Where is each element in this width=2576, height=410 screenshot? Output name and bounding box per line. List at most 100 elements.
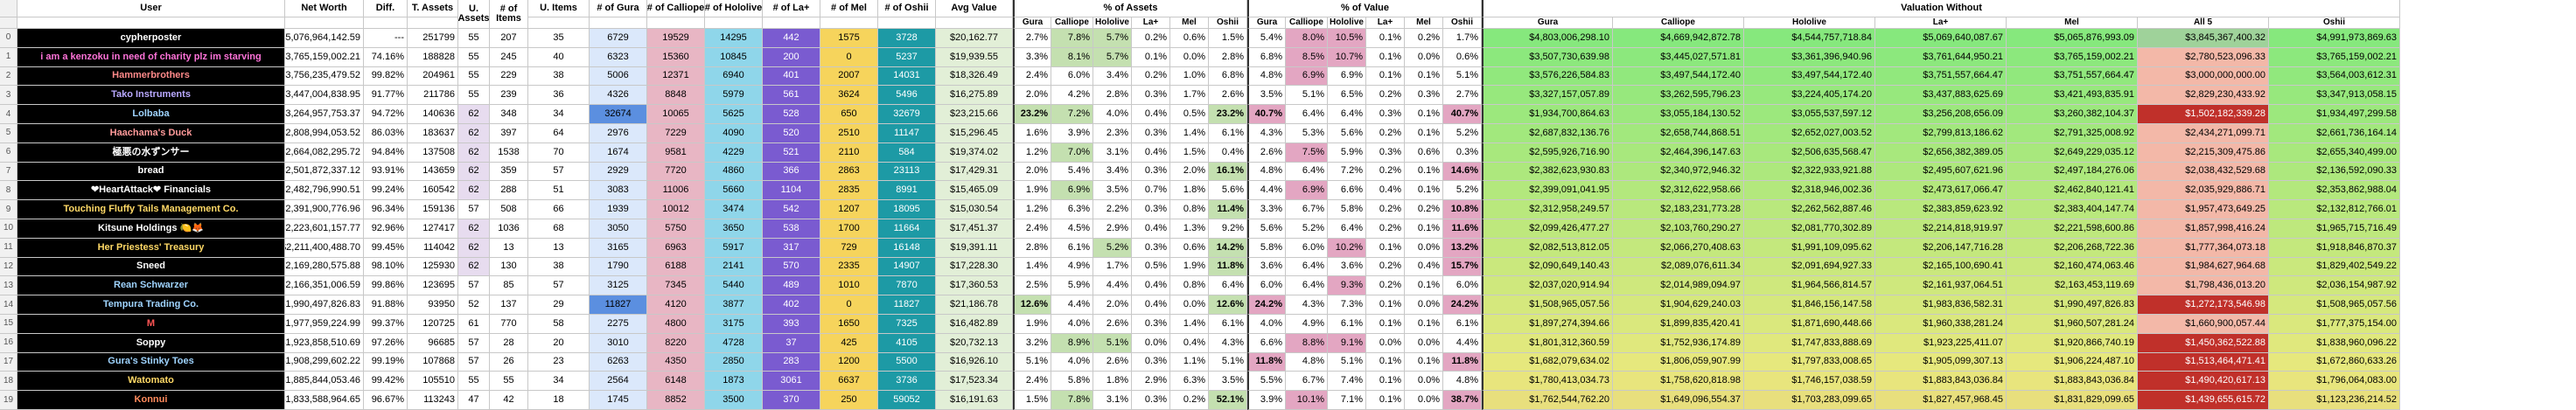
avg-value-cell[interactable]: $21,186.78 xyxy=(936,295,1013,315)
pct-value-cell[interactable]: 4.4% xyxy=(1443,333,1482,353)
pct-assets-cell[interactable]: 0.8% xyxy=(1170,276,1209,296)
item-count-cell[interactable]: 770 xyxy=(490,314,528,334)
valuation-without-cell[interactable]: $1,883,843,036.84 xyxy=(1875,372,2007,392)
total-assets-cell[interactable]: 113243 xyxy=(408,391,458,410)
pct-assets-cell[interactable]: 8.1% xyxy=(1051,47,1093,67)
pct-assets-cell[interactable]: 3.3% xyxy=(1013,47,1051,67)
avg-value-cell[interactable]: $20,162.77 xyxy=(936,29,1013,48)
valuation-without-cell[interactable]: $5,069,640,087.67 xyxy=(1875,29,2007,48)
sub-blank[interactable] xyxy=(936,17,1013,29)
calliope-count-cell[interactable]: 6148 xyxy=(647,372,705,392)
pct-value-cell[interactable]: 0.1% xyxy=(1366,238,1405,258)
calliope-count-cell[interactable]: 7345 xyxy=(647,276,705,296)
col-header-net-worth[interactable]: Net Worth xyxy=(285,0,364,17)
pct-assets-cell[interactable]: 2.0% xyxy=(1013,86,1051,106)
pct-value-cell[interactable]: 0.3% xyxy=(1366,105,1405,124)
row-number[interactable]: 7 xyxy=(0,162,17,182)
valuation-without-cell[interactable]: $3,576,226,584.83 xyxy=(1482,66,1613,87)
unique-assets-cell[interactable]: 62 xyxy=(458,238,490,258)
pct-assets-cell[interactable]: 2.3% xyxy=(1093,123,1132,143)
valuation-without-cell[interactable]: $2,595,926,716.90 xyxy=(1482,142,1613,163)
valuation-without-cell[interactable]: $2,462,840,121.41 xyxy=(2007,181,2138,201)
total-assets-cell[interactable]: 120725 xyxy=(408,314,458,334)
valuation-without-cell[interactable]: $3,765,159,002.21 xyxy=(2007,47,2138,67)
avg-value-cell[interactable]: $16,275.89 xyxy=(936,86,1013,106)
pct-value-cell[interactable]: 11.6% xyxy=(1443,219,1482,239)
row-number[interactable]: 2 xyxy=(0,66,17,87)
valuation-without-cell[interactable]: $3,347,913,058.15 xyxy=(2269,86,2400,106)
pct-value-cell[interactable]: 0.3% xyxy=(1443,142,1482,163)
laplus-count-cell[interactable]: 520 xyxy=(763,123,820,143)
total-assets-cell[interactable]: 140636 xyxy=(408,105,458,124)
valuation-without-cell[interactable]: $1,649,096,554.37 xyxy=(1613,391,1744,410)
oshii-count-cell[interactable]: 14907 xyxy=(878,257,936,277)
pct-value-cell[interactable]: 6.6% xyxy=(1328,181,1366,201)
pct-value-cell[interactable]: 10.7% xyxy=(1328,47,1366,67)
pct-value-cell[interactable]: 0.1% xyxy=(1366,314,1405,334)
avg-value-cell[interactable]: $17,451.37 xyxy=(936,219,1013,239)
pct-assets-cell[interactable]: 3.5% xyxy=(1209,372,1247,392)
mel-count-cell[interactable]: 1207 xyxy=(820,200,878,219)
pct-assets-cell[interactable]: 0.2% xyxy=(1170,391,1209,410)
pct-assets-cell[interactable]: 6.4% xyxy=(1209,276,1247,296)
net-worth-cell[interactable]: $2,391,900,776.96 xyxy=(285,200,364,219)
valuation-without-cell[interactable]: $1,508,965,057.56 xyxy=(2269,295,2400,315)
pct-value-cell[interactable]: 24.2% xyxy=(1443,295,1482,315)
avg-value-cell[interactable]: $16,482.89 xyxy=(936,314,1013,334)
valuation-without-cell[interactable]: $2,312,622,958.66 xyxy=(1613,181,1744,201)
avg-value-cell[interactable]: $17,429.31 xyxy=(936,162,1013,182)
gura-count-cell[interactable]: 2275 xyxy=(590,314,647,334)
laplus-count-cell[interactable]: 366 xyxy=(763,162,820,182)
pct-value-cell[interactable]: 0.0% xyxy=(1405,238,1443,258)
valuation-without-cell[interactable]: $1,846,156,147.58 xyxy=(1744,295,1875,315)
laplus-count-cell[interactable]: 538 xyxy=(763,219,820,239)
laplus-count-cell[interactable]: 393 xyxy=(763,314,820,334)
valuation-without-cell[interactable]: $1,857,998,416.24 xyxy=(2138,219,2269,239)
mel-count-cell[interactable]: 250 xyxy=(820,391,878,410)
pct-value-cell[interactable]: 3.3% xyxy=(1247,200,1286,219)
valuation-without-cell[interactable]: $1,965,715,716.49 xyxy=(2269,219,2400,239)
total-assets-cell[interactable]: 251799 xyxy=(408,29,458,48)
pct-assets-cell[interactable]: 16.1% xyxy=(1209,162,1247,182)
unique-items-cell[interactable]: 51 xyxy=(528,181,590,201)
calliope-count-cell[interactable]: 4800 xyxy=(647,314,705,334)
total-assets-cell[interactable]: 188828 xyxy=(408,47,458,67)
user-name-cell[interactable]: i am a kenzoku in need of charity plz im… xyxy=(17,47,285,67)
pct-value-cell[interactable]: 0.2% xyxy=(1366,276,1405,296)
laplus-count-cell[interactable]: 528 xyxy=(763,105,820,124)
pct-value-cell[interactable]: 10.8% xyxy=(1443,200,1482,219)
valuation-without-cell[interactable]: $2,091,694,927.33 xyxy=(1744,257,1875,277)
mel-count-cell[interactable]: 3624 xyxy=(820,86,878,106)
pct-value-cell[interactable]: 38.7% xyxy=(1443,391,1482,410)
unique-assets-cell[interactable]: 55 xyxy=(458,47,490,67)
col-header-avg-value[interactable]: Avg Value xyxy=(936,0,1013,17)
valuation-without-cell[interactable]: $3,497,544,172.40 xyxy=(1744,66,1875,87)
pct-value-cell[interactable]: 0.2% xyxy=(1366,86,1405,106)
pct-assets-cell[interactable]: 2.0% xyxy=(1170,162,1209,182)
pct-assets-cell[interactable]: 3.1% xyxy=(1093,142,1132,163)
gura-count-cell[interactable]: 4326 xyxy=(590,86,647,106)
row-number[interactable]: 10 xyxy=(0,219,17,239)
pct-assets-cell[interactable]: 2.8% xyxy=(1209,47,1247,67)
valuation-without-cell[interactable]: $2,318,946,002.36 xyxy=(1744,181,1875,201)
pct-value-cell[interactable]: 4.8% xyxy=(1247,162,1286,182)
valuation-without-cell[interactable]: $2,340,972,946.32 xyxy=(1613,162,1744,182)
item-count-cell[interactable]: 288 xyxy=(490,181,528,201)
gura-count-cell[interactable]: 1790 xyxy=(590,257,647,277)
unique-assets-cell[interactable]: 55 xyxy=(458,29,490,48)
unique-assets-cell[interactable]: 62 xyxy=(458,257,490,277)
row-number[interactable]: 4 xyxy=(0,105,17,124)
unique-items-cell[interactable]: 20 xyxy=(528,333,590,353)
laplus-count-cell[interactable]: 283 xyxy=(763,352,820,372)
subheader-pct-assets[interactable]: Mel xyxy=(1170,17,1209,29)
valuation-without-cell[interactable]: $2,399,091,041.95 xyxy=(1482,181,1613,201)
valuation-without-cell[interactable]: $1,796,064,083.00 xyxy=(2269,372,2400,392)
pct-value-cell[interactable]: 40.7% xyxy=(1443,105,1482,124)
pct-assets-cell[interactable]: 1.7% xyxy=(1170,86,1209,106)
pct-value-cell[interactable]: 5.1% xyxy=(1443,66,1482,87)
unique-items-cell[interactable]: 58 xyxy=(528,314,590,334)
calliope-count-cell[interactable]: 9581 xyxy=(647,142,705,163)
total-assets-cell[interactable]: 93950 xyxy=(408,295,458,315)
hololive-count-cell[interactable]: 4229 xyxy=(705,142,763,163)
row-number[interactable]: 12 xyxy=(0,257,17,277)
